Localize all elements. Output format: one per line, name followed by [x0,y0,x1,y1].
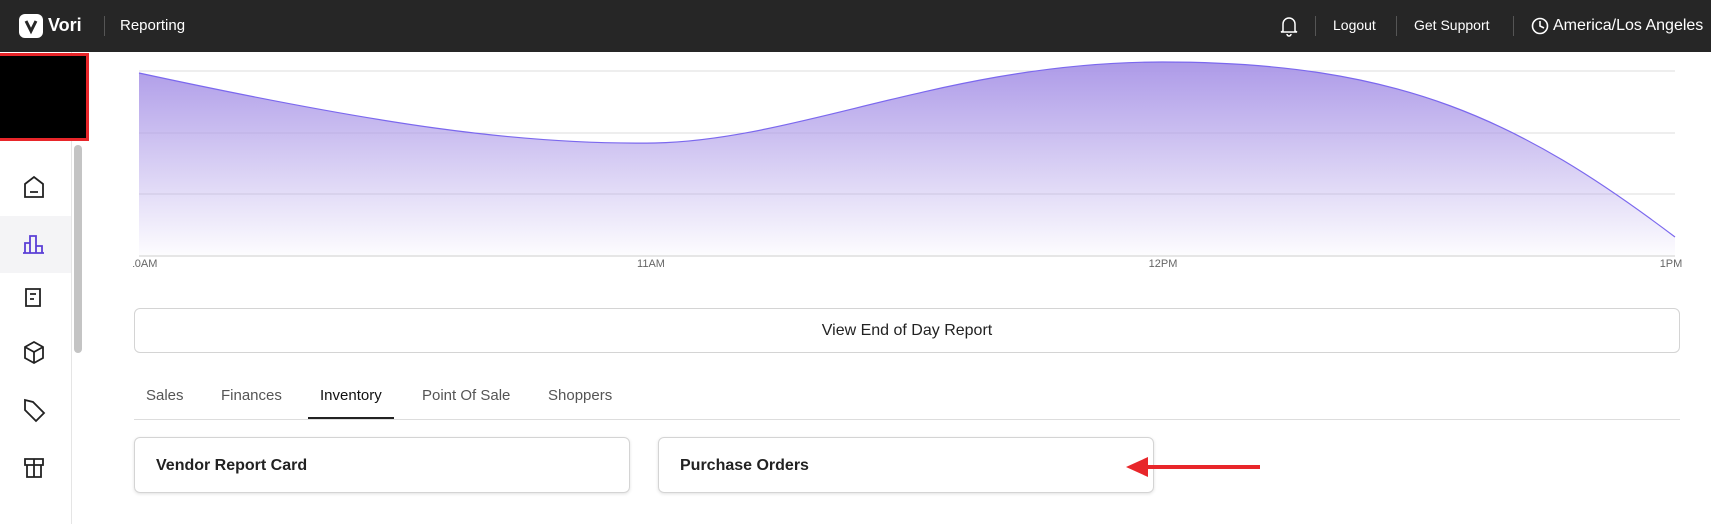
home-icon[interactable] [24,175,44,198]
reporting-icon[interactable] [23,235,44,254]
tab[interactable]: Point Of Sale [422,387,511,404]
area-fill [139,62,1675,255]
logo-text: Vori [48,15,82,35]
sidebar [0,52,89,524]
tab-divider [134,419,1680,420]
logo-icon [19,14,43,38]
timezone[interactable]: America/Los Angeles [1553,17,1704,34]
annotation-arrow [1126,457,1260,477]
section-title: Reporting [120,17,186,34]
active-tab-underline [308,417,394,419]
bell-icon[interactable] [1279,15,1299,37]
tab[interactable]: Shoppers [548,387,613,404]
inventory-icon[interactable] [24,340,44,365]
report-card[interactable]: Purchase Orders [658,437,1154,493]
tab[interactable]: Inventory [320,387,382,404]
x-tick-label: 12PM [1149,258,1178,270]
gift-icon[interactable] [24,458,44,478]
x-tick-label: 1PM [1660,258,1683,270]
tab[interactable]: Sales [146,387,184,404]
tag-icon[interactable] [24,398,46,423]
nav-icons [23,175,46,478]
report-card[interactable]: Vendor Report Card [134,437,630,493]
end-of-day-button[interactable]: View End of Day Report [134,308,1680,353]
scrollbar [74,145,82,353]
x-tick-label: 11AM [637,258,665,270]
orders-icon[interactable] [25,288,41,307]
top-bar: Vori Reporting Logout Get Support Americ… [0,0,1711,52]
x-tick-label: 10AM [129,258,158,270]
redacted-logo [0,53,89,141]
support-link[interactable]: Get Support [1414,17,1490,33]
tab[interactable]: Finances [221,387,282,404]
clock-icon [1531,17,1549,35]
logout-link[interactable]: Logout [1333,17,1376,33]
area-line [138,61,1676,238]
